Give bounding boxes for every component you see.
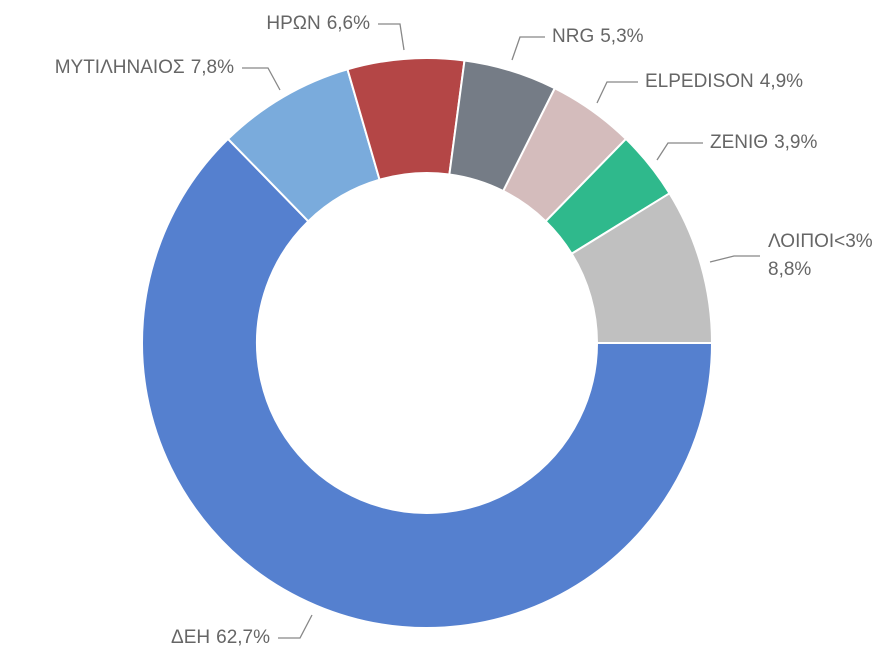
leader-line <box>709 255 760 263</box>
leader-line <box>242 67 281 91</box>
leader-line <box>656 142 703 161</box>
data-label: ΜΥΤΙΛΗΝΑΙΟΣ 7,8% <box>55 57 234 78</box>
donut-segment <box>141 137 714 629</box>
category-label: ΜΥΤΙΛΗΝΑΙΟΣ <box>55 57 185 78</box>
leader-line <box>278 614 313 639</box>
value-label: 7,8% <box>191 57 234 78</box>
value-label: 5,3% <box>600 26 643 47</box>
category-label: ΗΡΩΝ <box>266 13 320 34</box>
leader-line <box>511 36 545 61</box>
data-label: ΗΡΩΝ 6,6% <box>266 13 370 34</box>
data-label: ΛΟΙΠΟΙ<3% 8,8% <box>768 231 873 280</box>
value-label: 6,6% <box>327 13 370 34</box>
leader-line <box>596 81 638 104</box>
data-label: ΔΕΗ 62,7% <box>171 627 270 648</box>
category-label: ΛΟΙΠΟΙ<3% <box>768 231 873 252</box>
category-label: ELPEDISON <box>645 71 754 92</box>
value-label: 4,9% <box>760 71 803 92</box>
data-label: ΖΕΝΙΘ 3,9% <box>710 132 817 153</box>
value-label: 3,9% <box>774 132 817 153</box>
data-label: ELPEDISON 4,9% <box>645 71 803 92</box>
category-label: ΖΕΝΙΘ <box>710 132 768 153</box>
value-label: 62,7% <box>216 627 270 648</box>
category-label: NRG <box>552 26 594 47</box>
leader-line <box>378 23 405 51</box>
category-label: ΔΕΗ <box>171 627 210 648</box>
data-label: NRG 5,3% <box>552 26 644 47</box>
donut-segment <box>570 191 714 344</box>
value-label: 8,8% <box>768 259 811 280</box>
